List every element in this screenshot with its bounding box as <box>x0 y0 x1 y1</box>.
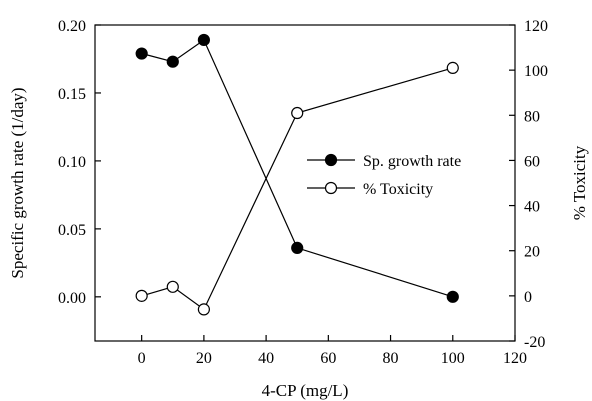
left-y-tick-label: 0.15 <box>58 86 86 103</box>
x-axis-title: 4-CP (mg/L) <box>262 381 349 400</box>
right-y-tick-label: 20 <box>524 244 540 261</box>
right-y-tick-label: 60 <box>524 153 540 170</box>
x-tick-label: 80 <box>383 350 399 367</box>
series-layer <box>135 33 459 316</box>
right-y-tick-label: 80 <box>524 108 540 125</box>
growth-rate-data-point <box>291 241 304 254</box>
toxicity-data-point <box>135 289 148 302</box>
x-axis-ticks: 0 20 40 60 80 100 120 <box>138 335 527 367</box>
right-y-tick-label: -20 <box>524 334 545 351</box>
left-y-tick-label: 0.10 <box>58 154 86 171</box>
x-tick-label: 120 <box>503 350 527 367</box>
right-y-tick-label: 40 <box>524 199 540 216</box>
x-tick-label: 60 <box>320 350 336 367</box>
toxicity-data-point <box>197 303 210 316</box>
right-y-tick-label: 0 <box>524 289 532 306</box>
growth-rate-data-point <box>446 290 459 303</box>
left-y-axis-title: Specific growth rate (1/day) <box>8 87 27 278</box>
growth-rate-data-point <box>197 33 210 47</box>
left-y-tick-label: 0.20 <box>58 18 86 35</box>
legend-growth-marker <box>324 153 338 167</box>
toxicity-data-point <box>166 280 179 293</box>
legend-toxicity-marker <box>324 181 338 195</box>
legend: Sp. growth rate % Toxicity <box>307 153 461 198</box>
legend-toxicity-label: % Toxicity <box>363 181 433 198</box>
growth-rate-data-point <box>166 55 179 68</box>
left-y-tick-label: 0.05 <box>58 222 86 239</box>
left-y-axis-ticks: 0.00 0.05 0.10 0.15 0.20 <box>58 18 101 307</box>
x-tick-label: 100 <box>441 350 465 367</box>
left-y-tick-label: 0.00 <box>58 290 86 307</box>
toxicity-data-point <box>291 106 304 120</box>
right-y-tick-label: 120 <box>524 18 548 35</box>
x-tick-label: 0 <box>138 350 146 367</box>
toxicity-data-point <box>446 61 459 74</box>
right-y-axis-ticks: -20 0 20 40 60 80 100 120 <box>509 18 548 351</box>
right-y-axis-title: % Toxicity <box>570 145 589 220</box>
legend-growth-label: Sp. growth rate <box>363 153 461 170</box>
growth-rate-data-point <box>135 47 148 60</box>
plot-area-frame <box>94 24 516 342</box>
x-tick-label: 40 <box>258 350 274 367</box>
x-tick-label: 20 <box>196 350 212 367</box>
right-y-tick-label: 100 <box>524 63 548 80</box>
